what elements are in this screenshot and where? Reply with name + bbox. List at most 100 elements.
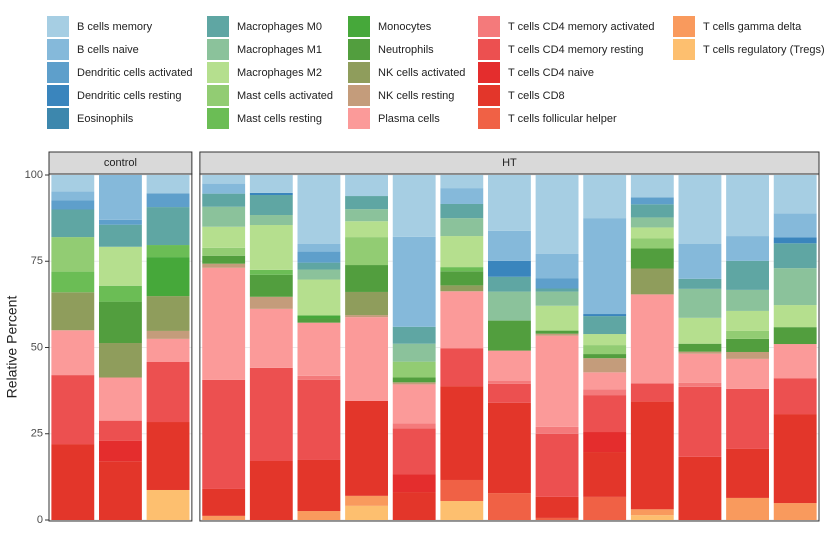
- bar-segment: [630, 197, 674, 205]
- bar-segment: [583, 496, 627, 520]
- legend-swatch: [348, 108, 370, 129]
- bar-segment: [773, 175, 817, 214]
- bar-segment: [630, 509, 674, 516]
- bar-segment: [726, 236, 769, 261]
- bar-segment: [249, 308, 293, 368]
- bar-segment: [726, 310, 769, 331]
- bar-segment: [488, 493, 531, 520]
- bar-segment: [249, 461, 293, 520]
- legend-swatch: [207, 85, 229, 106]
- legend-swatch: [478, 39, 500, 60]
- bar-segment: [249, 269, 293, 275]
- bar-segment: [535, 305, 579, 331]
- strip-label: HT: [502, 157, 517, 169]
- legend-label: Dendritic cells activated: [77, 67, 193, 79]
- legend-label: NK cells resting: [378, 90, 454, 102]
- bar-segment: [392, 361, 436, 378]
- bar-segment: [630, 515, 674, 520]
- bar-segment: [249, 274, 293, 297]
- bar-segment: [678, 288, 722, 318]
- bar-segment: [630, 227, 674, 239]
- legend-swatch: [348, 85, 370, 106]
- bar-segment: [297, 175, 341, 244]
- bar-segment: [488, 291, 531, 321]
- bar-segment: [51, 175, 95, 192]
- bar-segment: [630, 217, 674, 228]
- bar-segment: [488, 276, 531, 292]
- legend-label: Macrophages M2: [237, 67, 322, 79]
- bar-segment: [146, 422, 190, 490]
- bar-segment: [51, 375, 95, 445]
- bar-segment: [146, 207, 190, 246]
- y-tick-label: 50: [31, 341, 43, 353]
- bar-segment: [297, 262, 341, 270]
- legend-label: Mast cells resting: [237, 113, 322, 125]
- legend-swatch: [47, 16, 69, 37]
- bar-segment: [583, 395, 627, 433]
- bar-segment: [535, 253, 579, 279]
- bar-segment: [630, 383, 674, 402]
- bar-segment: [146, 361, 190, 423]
- bar-segment: [202, 255, 246, 264]
- bar-segment: [202, 379, 246, 489]
- bar-segment: [440, 348, 484, 387]
- bar-segment: [146, 489, 190, 520]
- bar-segment: [297, 322, 341, 376]
- bar-segment: [51, 444, 95, 520]
- bar-segment: [678, 317, 722, 344]
- bar-segment: [583, 175, 627, 219]
- bar-segment: [202, 183, 246, 194]
- bar-segment: [726, 358, 769, 389]
- bar-segment: [392, 343, 436, 362]
- bar-segment: [630, 204, 674, 218]
- bar-segment: [297, 459, 341, 512]
- bar-segment: [726, 260, 769, 290]
- bar-segment: [535, 433, 579, 497]
- bar-segment: [249, 195, 293, 216]
- bar-segment: [99, 224, 142, 247]
- bar-segment: [249, 367, 293, 462]
- bar-segment: [202, 175, 246, 184]
- bar-segment: [392, 474, 436, 493]
- bar-segment: [345, 237, 388, 266]
- bar-segment: [488, 383, 531, 403]
- bar-segment: [51, 200, 95, 210]
- bar-segment: [583, 358, 627, 373]
- bar-segment: [726, 175, 769, 237]
- bar-segment: [440, 218, 484, 237]
- legend-label: B cells naive: [77, 44, 139, 56]
- bar-segment: [297, 318, 341, 323]
- y-tick-label: 25: [31, 428, 43, 440]
- bar-segment: [488, 320, 531, 351]
- bar-segment: [440, 479, 484, 502]
- bar-segment: [773, 503, 817, 520]
- bar-segment: [99, 301, 142, 344]
- legend-label: Macrophages M0: [237, 21, 322, 33]
- bar-segment: [345, 291, 388, 316]
- panel-border: [199, 173, 820, 522]
- bar-segment: [535, 278, 579, 289]
- bar-segment: [726, 351, 769, 359]
- bar-segment: [249, 296, 293, 309]
- legend-label: T cells CD4 memory activated: [508, 21, 655, 33]
- bar-segment: [630, 294, 674, 384]
- bar-segment: [488, 260, 531, 277]
- bar-segment: [726, 388, 769, 449]
- bar-segment: [297, 279, 341, 316]
- bar-segment: [583, 372, 627, 390]
- legend-swatch: [348, 62, 370, 83]
- legend-label: T cells CD4 memory resting: [508, 44, 644, 56]
- bar-segment: [51, 271, 95, 293]
- bar-segment: [535, 330, 579, 334]
- legend-label: Neutrophils: [378, 44, 434, 56]
- bar-segment: [146, 193, 190, 208]
- legend-label: Macrophages M1: [237, 44, 322, 56]
- legend-swatch: [207, 16, 229, 37]
- legend-label: Eosinophils: [77, 113, 134, 125]
- bar-segment: [630, 175, 674, 198]
- bar-segment: [440, 175, 484, 189]
- bar-segment: [583, 218, 627, 315]
- bar-segment: [678, 278, 722, 289]
- bar-segment: [630, 238, 674, 249]
- bar-segment: [773, 327, 817, 345]
